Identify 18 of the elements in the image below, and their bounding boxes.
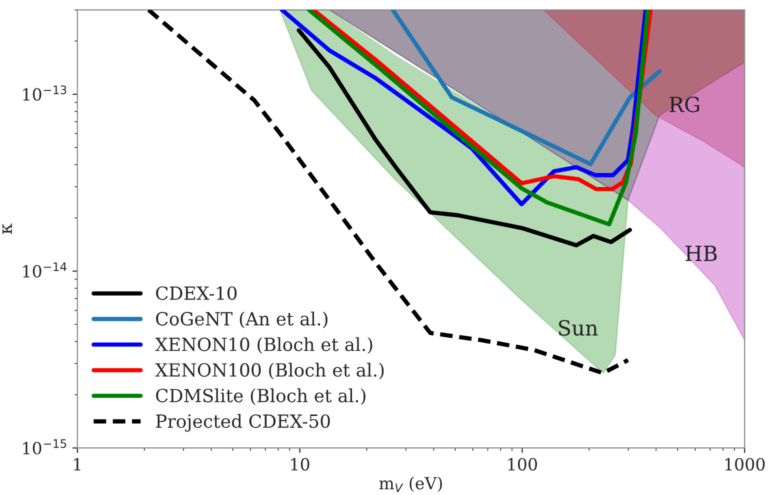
legend-label: Projected CDEX-50	[156, 414, 330, 432]
legend-label: XENON100 (Bloch et al.)	[155, 362, 384, 380]
x-tick-label: 10	[291, 458, 310, 471]
x-axis-title: m$_{V}$ (eV)	[379, 476, 442, 492]
x-tick-label: 1000	[725, 458, 765, 471]
y-axis-title: κ	[2, 224, 12, 234]
y-tick-label: 10$^{−15}$	[23, 439, 66, 454]
annotation: RG	[670, 96, 700, 112]
legend-label: CoGeNT (An et al.)	[156, 312, 328, 328]
legend-label: CDMSlite (Bloch et al.)	[156, 388, 366, 405]
x-tick-label: 100	[508, 458, 537, 471]
y-tick-label: 10$^{−13}$	[23, 85, 66, 101]
annotation: Sun	[558, 320, 598, 336]
legend-label: CDEX-10	[156, 286, 237, 300]
legend-label: XENON10 (Bloch et al.)	[155, 337, 372, 354]
annotation: HB	[686, 246, 717, 261]
x-tick-label: 1	[74, 458, 80, 470]
y-tick-label: 10$^{−14}$	[23, 262, 67, 278]
